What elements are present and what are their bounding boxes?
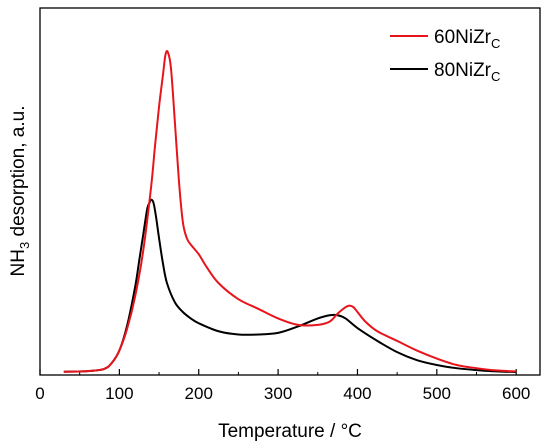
legend: 60NiZrC 80NiZrC bbox=[390, 27, 500, 84]
y-axis-title-sub: 3 bbox=[17, 242, 32, 249]
series-group bbox=[63, 50, 517, 374]
y-axis-title: NH3 desorption, a.u. bbox=[8, 106, 32, 277]
legend-label-80nizrc-main: 80NiZr bbox=[434, 60, 492, 81]
x-tick-label: 600 bbox=[502, 384, 530, 403]
legend-label-80nizrc: 80NiZrC bbox=[434, 60, 500, 84]
y-axis-title-rest: desorption, a.u. bbox=[8, 106, 29, 242]
x-tick-label: 0 bbox=[35, 384, 44, 403]
x-tick-label: 200 bbox=[185, 384, 213, 403]
x-tick-label: 400 bbox=[343, 384, 371, 403]
legend-label-60nizrc: 60NiZrC bbox=[434, 27, 500, 51]
y-axis-title-main: NH bbox=[8, 249, 29, 276]
x-tick-label: 300 bbox=[264, 384, 292, 403]
legend-label-60nizrc-sub: C bbox=[491, 36, 500, 51]
x-axis-title: Temperature / °C bbox=[218, 421, 362, 442]
x-ticks: 0 100 200 300 400 500 600 bbox=[35, 369, 530, 403]
legend-label-80nizrc-sub: C bbox=[491, 69, 500, 84]
x-tick-label: 100 bbox=[105, 384, 133, 403]
legend-label-60nizrc-main: 60NiZr bbox=[434, 27, 492, 48]
series-line-60nizrc bbox=[63, 50, 517, 373]
series-line-80nizrc bbox=[63, 198, 517, 374]
plot-frame bbox=[39, 7, 541, 376]
x-tick-label: 500 bbox=[423, 384, 451, 403]
